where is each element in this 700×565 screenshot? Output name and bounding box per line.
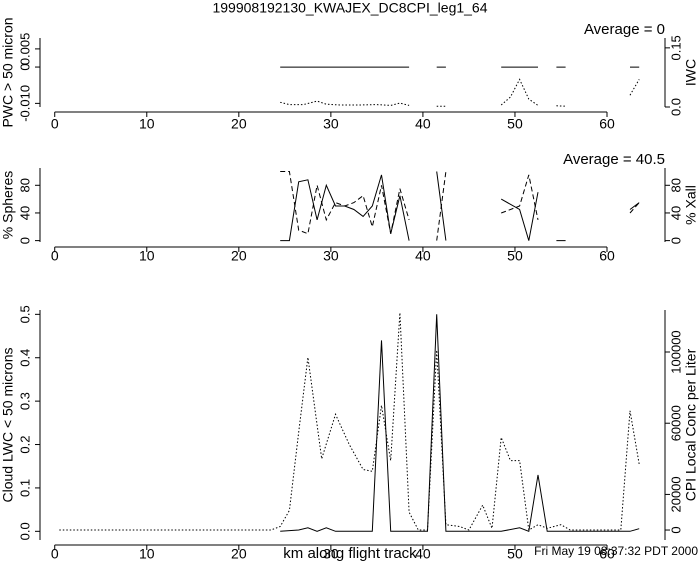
y-tick-label: 0 (17, 63, 32, 70)
y2-tick-label: 60000 (668, 405, 683, 441)
x-tick-label: 50 (507, 116, 523, 132)
data-line (59, 312, 640, 531)
x-tick-label: 20 (231, 546, 247, 562)
x-tick-label: 40 (415, 248, 431, 264)
y2-axis-title: IWC (683, 59, 699, 86)
x-tick-label: 10 (139, 116, 155, 132)
x-tick-label: 60 (599, 116, 615, 132)
x-tick-label: 50 (507, 248, 523, 264)
x-tick-label: 40 (415, 546, 431, 562)
y-tick-label: 0 (17, 237, 32, 244)
data-line (280, 78, 640, 107)
y2-tick-label: 80 (668, 178, 683, 192)
data-line (280, 314, 640, 532)
x-tick-label: 60 (599, 248, 615, 264)
y2-tick-label: 100000 (668, 330, 683, 373)
x-tick-label: 30 (323, 248, 339, 264)
y2-tick-label: 0 (668, 526, 683, 533)
x-tick-label: 30 (323, 116, 339, 132)
x-tick-label: 60 (599, 546, 615, 562)
y-axis-title: PWC > 50 micron (0, 17, 16, 127)
y2-tick-label: 0.15 (668, 35, 683, 60)
y2-axis-title: % Xall (683, 185, 699, 225)
x-tick-label: 40 (415, 116, 431, 132)
chart-title: 199908192130_KWAJEX_DC8CPI_leg1_64 (212, 0, 487, 16)
y-tick-label: 40 (17, 206, 32, 220)
y-axis-title: % Spheres (0, 171, 16, 239)
y-tick-label: 0.5 (17, 305, 32, 323)
y-tick-label: 0.2 (17, 435, 32, 453)
average-note: Average = 40.5 (563, 151, 665, 168)
x-tick-label: 30 (323, 546, 339, 562)
x-tick-label: 20 (231, 248, 247, 264)
y2-tick-label: 0 (668, 237, 683, 244)
y-tick-label: 0.1 (17, 479, 32, 497)
average-note: Average = 0 (584, 21, 665, 38)
timestamp: Fri May 19 08:37:32 PDT 2000 (534, 544, 698, 558)
x-tick-label: 20 (231, 116, 247, 132)
x-tick-label: 0 (51, 248, 59, 264)
y2-axis-title: CPI Local Conc per Liter (683, 348, 699, 501)
x-tick-label: 10 (139, 546, 155, 562)
y-tick-label: -0.010 (17, 85, 32, 122)
y-axis-title: Cloud LWC < 50 microns (0, 348, 16, 503)
y2-tick-label: 40 (668, 206, 683, 220)
x-tick-label: 50 (507, 546, 523, 562)
y-tick-label: 80 (17, 178, 32, 192)
y-tick-label: 0.4 (17, 349, 32, 367)
x-tick-label: 10 (139, 248, 155, 264)
y2-tick-label: 20000 (668, 476, 683, 512)
y-tick-label: 0.3 (17, 392, 32, 410)
x-axis-title: km along flight track (283, 545, 417, 562)
y-tick-label: 0.005 (17, 33, 32, 66)
x-tick-label: 0 (51, 546, 59, 562)
y2-tick-label: 0.0 (668, 98, 683, 116)
data-line (280, 171, 640, 241)
y-tick-label: 0.0 (17, 522, 32, 540)
x-tick-label: 0 (51, 116, 59, 132)
